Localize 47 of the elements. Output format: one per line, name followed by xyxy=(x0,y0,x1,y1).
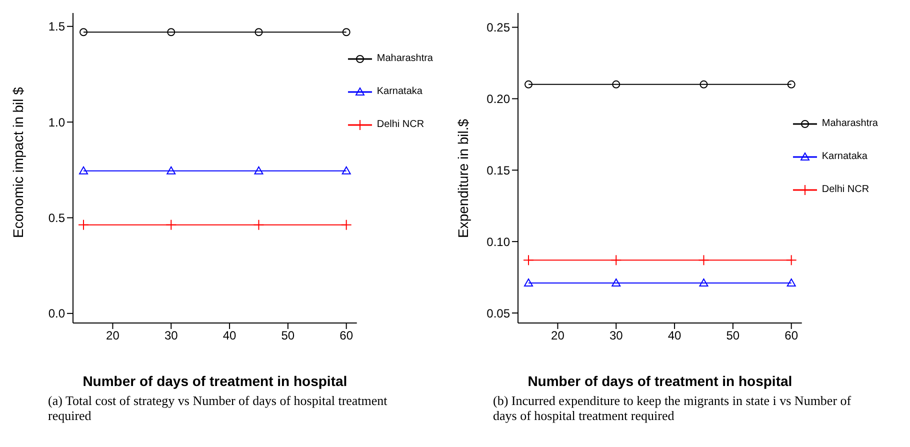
y-tick-label: 0.0 xyxy=(48,306,66,321)
point xyxy=(342,166,351,174)
point xyxy=(787,80,796,88)
y-axis-title: Economic impact in bil $ xyxy=(10,86,26,238)
legend-label: Karnataka xyxy=(376,86,422,97)
point xyxy=(254,166,264,174)
point xyxy=(80,28,88,36)
x-tick-label: 50 xyxy=(281,328,295,343)
x-tick-label: 30 xyxy=(164,328,178,343)
x-axis-title: Number of days of treatment in hospital xyxy=(528,373,792,389)
legend-label: Karnataka xyxy=(822,151,868,162)
point xyxy=(612,80,620,88)
legend-label: Delhi NCR xyxy=(376,119,424,130)
y-tick-label: 0.05 xyxy=(486,306,510,320)
point xyxy=(254,28,263,36)
y-tick-label: 0.5 xyxy=(48,211,66,226)
point xyxy=(524,80,533,88)
point xyxy=(166,166,176,174)
x-axis-title: Number of days of treatment in hospital xyxy=(82,373,348,389)
legend-label: Maharashtra xyxy=(822,118,878,129)
y-tick-label: 0.10 xyxy=(486,234,510,249)
y-axis-title: Expenditure in bil.$ xyxy=(454,118,471,238)
x-tick-label: 50 xyxy=(726,328,740,343)
point xyxy=(167,28,176,36)
point xyxy=(612,278,621,286)
x-tick-label: 30 xyxy=(609,328,624,343)
y-tick-label: 1.0 xyxy=(48,115,66,130)
x-tick-label: 60 xyxy=(784,328,798,343)
text: (b) Incurred expenditure to keep the migrants in state i vs Number of days of hospital treatment required xyxy=(493,393,852,423)
legend-label: Maharashtra xyxy=(376,53,433,64)
legend-label: Delhi NCR xyxy=(822,184,870,195)
point xyxy=(786,278,796,286)
point xyxy=(524,278,534,286)
point xyxy=(79,166,88,174)
point xyxy=(700,80,708,88)
point xyxy=(342,28,350,36)
y-tick-label: 0.15 xyxy=(486,163,510,178)
y-tick-label: 0.25 xyxy=(486,20,510,35)
point xyxy=(699,278,708,286)
x-tick-label: 20 xyxy=(551,328,565,343)
x-tick-label: 40 xyxy=(668,328,682,343)
text: (a) Total cost of strategy vs Number of days of hospital treatment required xyxy=(48,393,388,423)
x-tick-label: 40 xyxy=(222,328,237,343)
x-tick-label: 20 xyxy=(106,328,120,343)
y-tick-label: 0.20 xyxy=(486,92,510,106)
x-tick-label: 60 xyxy=(340,328,354,343)
y-tick-label: 1.5 xyxy=(48,20,66,34)
